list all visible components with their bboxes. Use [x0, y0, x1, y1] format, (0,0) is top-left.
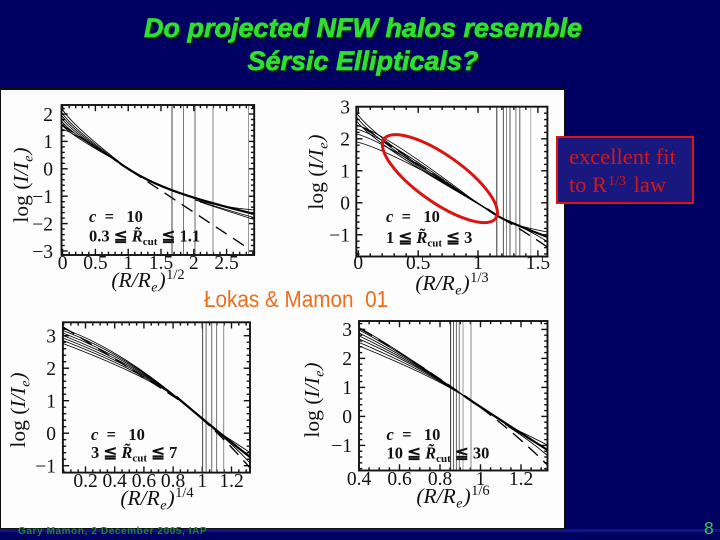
- svg-text:c = 10: c = 10: [91, 425, 145, 444]
- svg-text:3: 3: [340, 98, 350, 119]
- svg-text:0: 0: [46, 424, 56, 445]
- svg-text:log (I/Ie): log (I/Ie): [6, 372, 34, 447]
- svg-text:0: 0: [58, 253, 68, 274]
- svg-text:1: 1: [342, 378, 352, 399]
- svg-text:(R/Re)1/3: (R/Re)1/3: [415, 270, 488, 299]
- svg-text:1.2: 1.2: [219, 471, 243, 492]
- svg-text:log (I/Ie): log (I/Ie): [9, 147, 37, 222]
- svg-text:0.6: 0.6: [132, 471, 157, 492]
- svg-text:(R/Re)1/2: (R/Re)1/2: [111, 267, 184, 296]
- svg-text:0.2: 0.2: [73, 471, 97, 492]
- svg-text:1 ≦ R̃cut ≦ 3: 1 ≦ R̃cut ≦ 3: [386, 228, 472, 250]
- svg-text:1: 1: [473, 253, 483, 274]
- svg-text:0.8: 0.8: [161, 471, 185, 492]
- svg-text:−3: −3: [32, 242, 53, 263]
- svg-text:0: 0: [353, 253, 363, 274]
- svg-text:3: 3: [342, 320, 352, 341]
- svg-text:−1: −1: [329, 226, 350, 247]
- svg-text:1: 1: [197, 471, 207, 492]
- svg-text:0.8: 0.8: [428, 469, 452, 490]
- svg-text:1: 1: [46, 392, 56, 413]
- svg-text:2: 2: [342, 349, 352, 370]
- svg-text:log (I/Ie): log (I/Ie): [300, 362, 328, 437]
- svg-text:10 ≦ R̃cut ≦ 30: 10 ≦ R̃cut ≦ 30: [387, 444, 490, 466]
- svg-text:1: 1: [123, 253, 133, 274]
- svg-text:2.5: 2.5: [214, 253, 238, 274]
- svg-text:c = 10: c = 10: [386, 207, 440, 226]
- svg-text:−1: −1: [331, 436, 352, 457]
- svg-text:3: 3: [46, 327, 56, 348]
- svg-text:1: 1: [476, 469, 486, 490]
- svg-text:(R/Re)1/4: (R/Re)1/4: [120, 485, 194, 514]
- svg-text:0: 0: [342, 407, 352, 428]
- svg-text:2: 2: [340, 130, 350, 151]
- svg-text:0: 0: [340, 194, 350, 215]
- svg-text:0: 0: [43, 160, 53, 181]
- svg-text:0.3 ≦ R̃cut ≦ 1.1: 0.3 ≦ R̃cut ≦ 1.1: [89, 227, 200, 249]
- svg-text:2: 2: [46, 359, 56, 380]
- svg-text:3 ≦ R̃cut ≦ 7: 3 ≦ R̃cut ≦ 7: [91, 443, 177, 465]
- svg-text:c = 10: c = 10: [387, 425, 441, 444]
- svg-text:−2: −2: [32, 214, 53, 235]
- svg-text:1: 1: [340, 162, 350, 183]
- svg-text:1.2: 1.2: [509, 469, 533, 490]
- svg-text:−1: −1: [32, 187, 53, 208]
- svg-text:2: 2: [43, 105, 53, 126]
- svg-text:0.6: 0.6: [387, 469, 412, 490]
- svg-text:2: 2: [189, 253, 199, 274]
- svg-text:(R/Re)1/6: (R/Re)1/6: [416, 483, 489, 512]
- svg-text:0.4: 0.4: [103, 471, 128, 492]
- svg-text:0.5: 0.5: [406, 253, 430, 274]
- svg-text:1.5: 1.5: [149, 253, 173, 274]
- svg-text:0.4: 0.4: [347, 469, 372, 490]
- svg-text:log (I/Ie): log (I/Ie): [304, 134, 332, 209]
- svg-text:−1: −1: [35, 457, 56, 478]
- svg-text:c = 10: c = 10: [89, 207, 143, 226]
- svg-text:0.5: 0.5: [83, 253, 107, 274]
- svg-text:1.5: 1.5: [526, 253, 550, 274]
- svg-text:1: 1: [43, 132, 53, 153]
